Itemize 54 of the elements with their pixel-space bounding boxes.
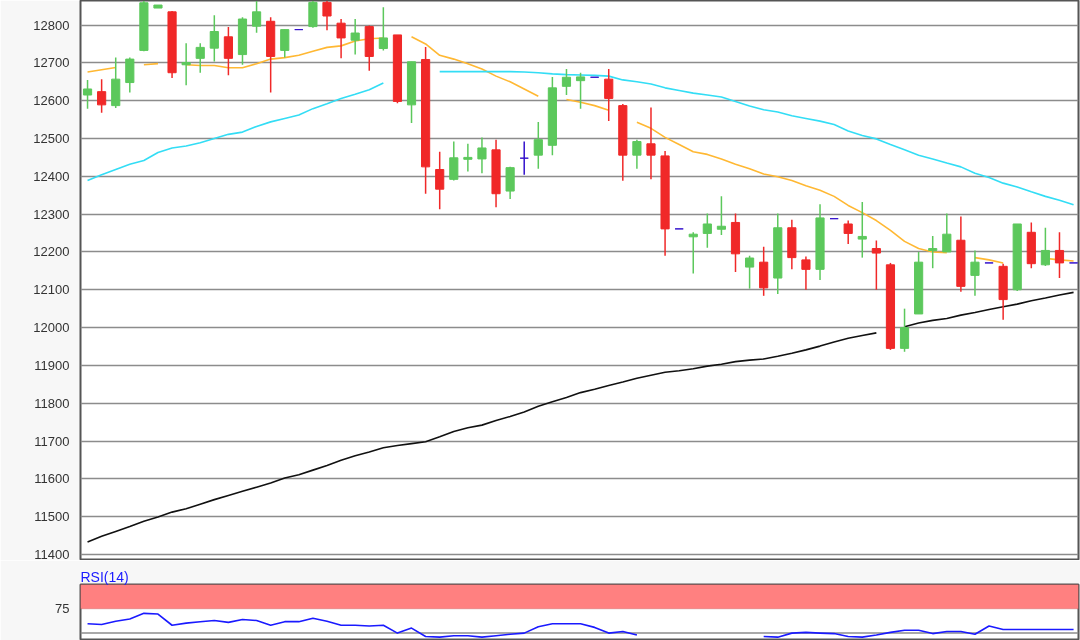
candlestick <box>209 14 219 63</box>
candlestick <box>928 235 938 269</box>
candlestick <box>745 254 755 290</box>
candlestick <box>125 56 135 94</box>
y-tick-label: 12200 <box>33 244 70 260</box>
candlestick <box>181 42 191 86</box>
candlestick <box>871 239 881 291</box>
y-tick-label: 11700 <box>34 433 70 449</box>
y-tick-label: 12100 <box>33 282 70 298</box>
y-tick-label: 12300 <box>33 206 70 222</box>
y-tick-label: 12700 <box>33 55 70 71</box>
candlestick <box>280 28 290 59</box>
candlestick <box>899 307 910 353</box>
candlestick <box>435 151 445 210</box>
y-tick-label: 11800 <box>34 395 70 411</box>
candlestick <box>463 143 473 173</box>
candlestick <box>801 255 811 291</box>
y-tick-label: 12500 <box>33 131 70 147</box>
chart-title: RSI(14) <box>80 568 129 585</box>
candlestick <box>843 219 853 245</box>
candlestick <box>97 78 107 114</box>
y-tick-label: 12400 <box>33 168 70 184</box>
candlestick <box>533 121 543 170</box>
candlestick <box>378 6 388 52</box>
candlestick <box>716 195 726 236</box>
candlestick <box>195 42 205 74</box>
candlestick <box>251 0 262 34</box>
candlestick <box>223 26 233 77</box>
candlestick <box>646 106 656 181</box>
candlestick <box>82 79 93 110</box>
y-tick-label: 11900 <box>34 357 70 373</box>
candlestick <box>857 201 867 259</box>
candlestick <box>632 138 642 170</box>
candlestick <box>702 212 712 249</box>
candlestick <box>942 212 952 253</box>
candlestick <box>575 71 586 110</box>
y-tick-label: 11500 <box>34 509 70 525</box>
y-tick-label: 12000 <box>33 320 70 336</box>
candlestick <box>1040 227 1050 267</box>
candlestick <box>604 68 614 122</box>
y-tick-label: 12800 <box>33 17 70 33</box>
candlestick <box>350 18 360 56</box>
candlestick <box>477 136 487 175</box>
y-tick-label: 11600 <box>34 471 70 487</box>
candlestick <box>449 140 459 182</box>
candlestick <box>970 249 980 297</box>
candlestick <box>1054 231 1065 279</box>
y-tick-label: 11400 <box>34 546 70 562</box>
candlestick <box>561 68 572 96</box>
candlestick <box>505 166 515 200</box>
text: 75 <box>55 601 70 617</box>
candlestick <box>336 18 346 60</box>
y-tick-label: 12600 <box>33 93 70 109</box>
candlestick <box>322 0 332 32</box>
